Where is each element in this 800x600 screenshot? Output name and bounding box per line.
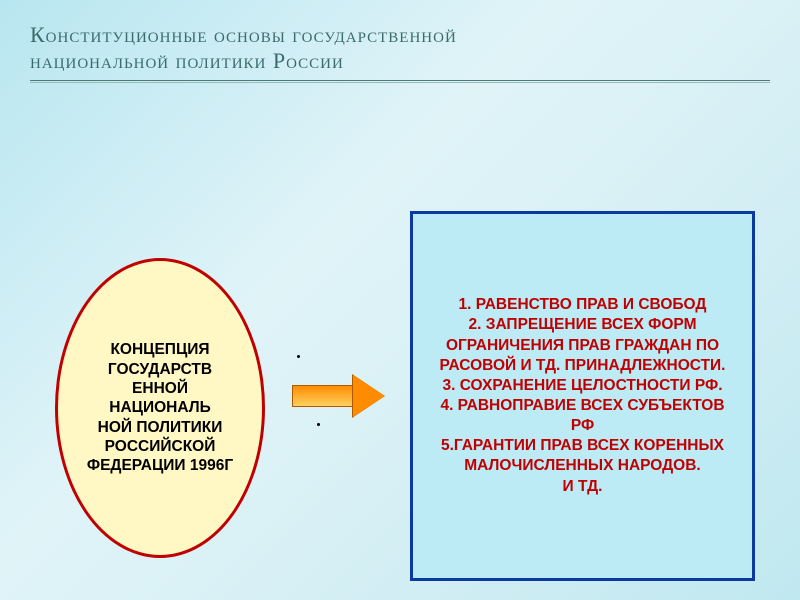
- title-line-1: Конституционные основы государственной: [30, 22, 770, 48]
- principle-item: 5.ГАРАНТИИ ПРАВ ВСЕХ КОРЕННЫХ МАЛОЧИСЛЕН…: [423, 436, 742, 476]
- principle-item: 3. СОХРАНЕНИЕ ЦЕЛОСТНОСТИ РФ.: [423, 376, 742, 396]
- concept-ellipse: КОНЦЕПЦИЯ ГОСУДАРСТВЕННОЙ НАЦИОНАЛЬНОЙ П…: [55, 258, 265, 558]
- decorative-dot: [317, 423, 320, 426]
- concept-ellipse-text: КОНЦЕПЦИЯ ГОСУДАРСТВЕННОЙ НАЦИОНАЛЬНОЙ П…: [80, 340, 240, 476]
- principles-text: 1. РАВЕНСТВО ПРАВ И СВОБОД 2. ЗАПРЕЩЕНИЕ…: [423, 295, 742, 496]
- arrow-icon: [292, 375, 384, 417]
- principles-box: 1. РАВЕНСТВО ПРАВ И СВОБОД 2. ЗАПРЕЩЕНИЕ…: [410, 211, 755, 581]
- diagram-area: КОНЦЕПЦИЯ ГОСУДАРСТВЕННОЙ НАЦИОНАЛЬНОЙ П…: [0, 83, 800, 563]
- principle-item: 2. ЗАПРЕЩЕНИЕ ВСЕХ ФОРМ ОГРАНИЧЕНИЯ ПРАВ…: [423, 315, 742, 375]
- principle-item: РФ: [423, 416, 742, 436]
- slide-title: Конституционные основы государственной н…: [0, 0, 800, 83]
- principle-item: 1. РАВЕНСТВО ПРАВ И СВОБОД: [423, 295, 742, 315]
- decorative-dot: [297, 355, 300, 358]
- arrow-head: [353, 375, 385, 417]
- principle-item: 4. РАВНОПРАВИЕ ВСЕХ СУБЪЕКТОВ: [423, 396, 742, 416]
- principle-item: И ТД.: [423, 477, 742, 497]
- title-line-2: национальной политики России: [30, 48, 770, 74]
- arrow-shaft: [292, 385, 354, 407]
